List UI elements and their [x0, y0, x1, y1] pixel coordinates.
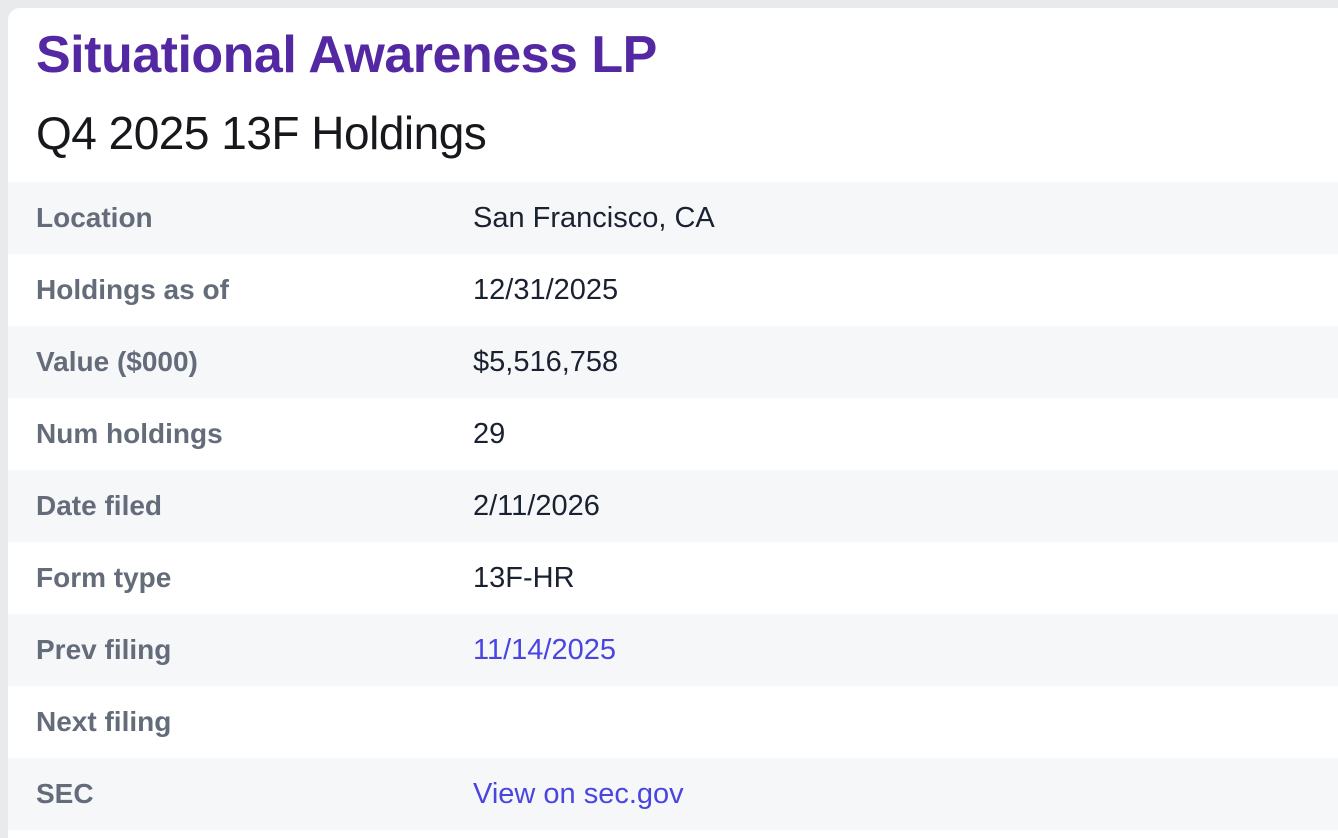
filing-info-table: Location San Francisco, CA Holdings as of 1… [8, 182, 1338, 830]
row-value-value-000: $5,516,758 [473, 345, 619, 378]
row-label-num-holdings: Num holdings [36, 418, 223, 449]
row-value-holdings-as-of: 12/31/2025 [473, 273, 619, 306]
table-row-prev-filing: Prev filing 11/14/2025 [8, 614, 1338, 686]
row-label-date-filed: Date filed [36, 490, 163, 521]
page-title: Situational Awareness LP [36, 26, 657, 84]
table-row-value-000: Value ($000) $5,516,758 [8, 326, 1338, 398]
row-label-holdings-as-of: Holdings as of [36, 274, 229, 305]
prev-filing-link[interactable]: 11/14/2025 [473, 633, 616, 666]
table-row-num-holdings: Num holdings 29 [8, 398, 1338, 470]
table-row-holdings-as-of: Holdings as of 12/31/2025 [8, 254, 1338, 326]
table-row-location: Location San Francisco, CA [8, 182, 1338, 254]
row-label-form-type: Form type [36, 562, 172, 593]
card-header: Situational Awareness LP Q4 2025 13F Hol… [8, 8, 1338, 162]
table-row-form-type: Form type 13F-HR [8, 542, 1338, 614]
row-value-form-type: 13F-HR [473, 561, 575, 594]
table-row-date-filed: Date filed 2/11/2026 [8, 470, 1338, 542]
row-value-location: San Francisco, CA [473, 201, 715, 234]
row-label-value-000: Value ($000) [36, 346, 198, 377]
row-value-sec: View on sec.gov [473, 778, 684, 811]
row-label-next-filing: Next filing [36, 706, 172, 737]
page-subtitle: Q4 2025 13F Holdings [36, 107, 487, 159]
row-value-prev-filing: 11/14/2025 [473, 634, 616, 667]
row-label-location: Location [36, 202, 153, 233]
table-row-sec: SEC View on sec.gov [8, 758, 1338, 830]
filing-card: Situational Awareness LP Q4 2025 13F Hol… [8, 8, 1338, 838]
row-value-num-holdings: 29 [473, 417, 506, 450]
table-row-next-filing: Next filing [8, 686, 1338, 758]
row-value-date-filed: 2/11/2026 [473, 489, 600, 522]
row-label-prev-filing: Prev filing [36, 634, 172, 665]
row-label-sec: SEC [36, 778, 94, 809]
sec-gov-link[interactable]: View on sec.gov [473, 777, 684, 810]
